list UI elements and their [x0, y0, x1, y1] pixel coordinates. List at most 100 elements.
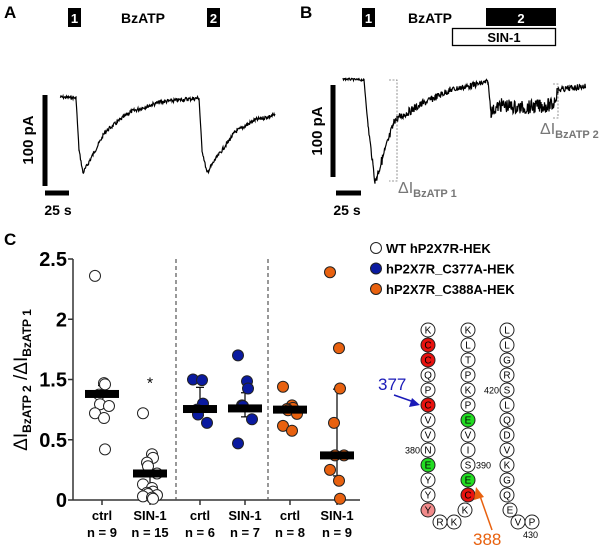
mean-bar	[183, 405, 217, 414]
scatter-chart: 0 0.5 1.5 2 2.5 ctrl n = 9 SIN-1 n = 15 * crtl n = …	[39, 249, 360, 540]
residue-letter: K	[504, 461, 511, 472]
residue-circle	[499, 322, 515, 338]
y-tick-label: 0.5	[39, 430, 67, 452]
residue-circle	[460, 367, 476, 383]
residue-circle	[446, 514, 462, 530]
residue-letter: R	[503, 371, 510, 382]
c377-arrowhead-icon	[409, 398, 420, 407]
residue-circle	[420, 427, 436, 443]
legend-marker	[370, 283, 382, 295]
residue-letter: C	[424, 356, 431, 367]
residue-number: 430	[523, 530, 538, 540]
current-trace-a	[59, 93, 276, 175]
residue-letter: Q	[503, 416, 511, 427]
x-tick-label: SIN-1	[228, 508, 261, 523]
legend: WT hP2X7R-HEK hP2X7R_C377A-HEK hP2X7R_C388…	[370, 241, 515, 297]
residue-circle	[499, 412, 515, 428]
residue-letter: P	[465, 401, 472, 412]
residue-circle	[499, 457, 515, 473]
data-point	[242, 382, 254, 395]
data-point	[137, 407, 149, 420]
data-point	[334, 492, 346, 505]
group-n-label: n = 9	[322, 525, 352, 540]
residue-circle	[420, 367, 436, 383]
residue-letter: N	[424, 446, 431, 457]
stim2-label: 2	[517, 11, 524, 26]
residue-letter: C	[464, 491, 471, 502]
stim1-bar	[68, 8, 81, 27]
residue-circle	[499, 352, 515, 368]
time-scale-label: 25 s	[333, 202, 360, 218]
delta1-bracket	[389, 79, 398, 182]
residue-letter: K	[425, 326, 432, 337]
legend-label: hP2X7R_C388A-HEK	[386, 282, 515, 297]
panel-c: C ΔIBzATP 2 /ΔIBzATP 1 0 0.5 1.5 2 2.5 ctrl n …	[4, 230, 515, 540]
data-point	[147, 492, 159, 505]
residue-circle	[420, 337, 436, 353]
c388-arrowhead-icon	[474, 487, 484, 500]
residue-circle	[499, 442, 515, 458]
residue-number: 420	[484, 386, 499, 396]
residue-circle	[524, 514, 540, 530]
residue-letter: Y	[425, 491, 432, 502]
legend-marker	[370, 242, 382, 254]
residue-circle	[499, 397, 515, 413]
residue-letter: S	[465, 461, 472, 472]
residue-number: 380	[405, 446, 420, 456]
residue-circle	[460, 397, 476, 413]
mean-bar	[85, 389, 119, 398]
residue-letter: Q	[503, 491, 511, 502]
residue-circle	[420, 472, 436, 488]
residue-letter: I	[467, 446, 470, 457]
panel-label-a: A	[4, 3, 16, 22]
x-tick-label: SIN-1	[133, 508, 166, 523]
residue-letter: Q	[424, 371, 432, 382]
agonist-label: BzATP	[121, 10, 165, 26]
legend-marker	[370, 262, 382, 275]
residue-circle	[420, 382, 436, 398]
residue-letter: Y	[425, 506, 432, 517]
residue-circle	[499, 472, 515, 488]
residue-circle	[420, 457, 436, 473]
residue-circle	[420, 322, 436, 338]
residue-letter: K	[465, 386, 472, 397]
stim2-bar	[486, 8, 556, 26]
panel-label-b: B	[300, 3, 312, 22]
data-point	[232, 349, 244, 362]
residue-letter: V	[425, 416, 432, 427]
data-point	[196, 374, 208, 387]
current-scale-label: 100 pA	[20, 115, 37, 164]
residue-letter: G	[503, 356, 511, 367]
group-n-label: n = 9	[87, 525, 117, 540]
residue-circle	[499, 382, 515, 398]
residue-letter: S	[504, 386, 511, 397]
residue-circle	[460, 322, 476, 338]
mean-bar	[320, 451, 354, 460]
residue-letter: D	[503, 431, 510, 442]
residue-circle	[460, 382, 476, 398]
residue-letter: E	[465, 476, 472, 487]
stim2-bar	[207, 8, 220, 27]
data-point	[333, 474, 345, 487]
residue-circle	[420, 412, 436, 428]
panel-label-c: C	[4, 230, 16, 249]
residue-circle	[499, 487, 515, 503]
residue-circle	[460, 427, 476, 443]
c377-arrow	[393, 394, 415, 403]
data-point	[324, 266, 336, 279]
residue-letter: E	[425, 461, 432, 472]
data-point	[103, 400, 115, 413]
residue-letter: K	[462, 506, 469, 517]
group-n-label: n = 7	[230, 525, 260, 540]
residue-circle	[420, 397, 436, 413]
delta1-label: ΔIBzATP 1	[398, 180, 457, 200]
residue-letter: L	[504, 401, 510, 412]
data-point	[98, 412, 110, 425]
x-tick-label: crtl	[190, 508, 210, 523]
residue-circle	[420, 352, 436, 368]
residue-circle	[420, 502, 436, 518]
group-n-label: n = 8	[275, 525, 305, 540]
c388-marker-label: 388	[473, 530, 501, 547]
residue-circle	[460, 352, 476, 368]
